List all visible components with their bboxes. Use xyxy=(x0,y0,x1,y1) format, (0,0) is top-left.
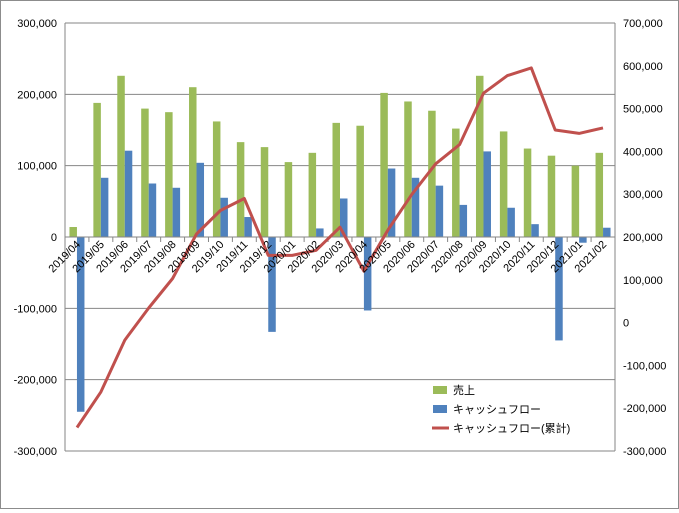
bar-sales xyxy=(165,112,173,237)
left-axis-tick-label: -300,000 xyxy=(14,446,57,458)
right-axis-tick-label: 600,000 xyxy=(623,61,663,73)
legend-label: キャッシュフロー(累計) xyxy=(453,421,570,435)
bar-cashflow xyxy=(124,150,133,237)
bar-sales xyxy=(404,101,412,237)
right-axis-tick-label: 400,000 xyxy=(623,146,663,158)
bar-sales xyxy=(141,108,149,237)
bar-cashflow xyxy=(172,187,181,237)
bar-cashflow xyxy=(148,183,157,237)
right-axis-tick-label: -300,000 xyxy=(623,446,666,458)
left-axis-tick-label: -200,000 xyxy=(14,375,57,387)
bar-sales xyxy=(260,147,269,237)
bar-cashflow xyxy=(579,237,587,243)
bar-sales xyxy=(547,155,556,237)
bar-sales xyxy=(380,92,388,237)
legend-swatch xyxy=(433,386,447,394)
bar-cashflow xyxy=(316,228,324,237)
bar-sales xyxy=(428,110,436,237)
cumulative-line-layer xyxy=(75,66,604,429)
bars xyxy=(69,75,611,412)
legend-label: 売上 xyxy=(453,384,475,397)
bar-sales xyxy=(69,227,77,237)
bar-cashflow xyxy=(220,197,228,237)
right-axis-tick-label: -100,000 xyxy=(623,360,666,372)
bar-sales xyxy=(117,75,125,237)
bar-cashflow xyxy=(603,227,611,237)
bar-sales xyxy=(356,125,364,237)
bar-cashflow xyxy=(196,162,205,237)
bar-cashflow xyxy=(531,224,539,237)
series-line-cumulative-cashflow xyxy=(75,66,604,429)
right-axis-tick-labels: 700,000 600,000 500,000 400,000 300,000 200,0… xyxy=(623,18,666,458)
legend-swatch xyxy=(433,405,447,413)
bar-sales xyxy=(236,142,245,237)
bar-sales xyxy=(571,165,580,237)
bar-sales xyxy=(189,87,197,237)
bar-sales xyxy=(308,152,317,237)
bar-cashflow xyxy=(340,198,348,237)
right-axis-tick-label: 200,000 xyxy=(623,232,663,244)
left-axis-tick-label: 300,000 xyxy=(17,18,57,30)
bar-cashflow xyxy=(483,151,491,237)
bar-cashflow xyxy=(459,204,468,237)
bar-cashflow xyxy=(76,237,85,412)
bar-sales xyxy=(93,102,101,237)
category-labels: 2019/042019/052019/062019/072019/082019/… xyxy=(46,239,609,276)
bar-cashflow xyxy=(435,185,444,237)
bar-cashflow xyxy=(100,177,109,237)
bar-cashflow xyxy=(268,237,276,332)
bar-sales xyxy=(284,162,293,237)
bar-sales xyxy=(332,122,340,237)
left-axis-tick-label: 100,000 xyxy=(17,161,57,173)
bar-cashflow xyxy=(555,237,563,341)
bar-cashflow xyxy=(507,207,515,237)
left-axis-tick-labels: 300,000 200,000 100,000 0 -100,000 -200,000 -3… xyxy=(14,18,57,458)
bar-cashflow xyxy=(363,237,372,311)
bar-sales xyxy=(499,131,508,237)
left-axis-tick-label: -100,000 xyxy=(14,303,57,315)
bar-sales xyxy=(212,121,221,237)
left-axis-tick-label: 200,000 xyxy=(17,89,57,101)
bar-cashflow xyxy=(411,177,420,237)
bar-cashflow xyxy=(244,217,252,237)
axes xyxy=(64,23,616,451)
legend-label: キャッシュフロー xyxy=(453,404,541,416)
right-axis-tick-label: 500,000 xyxy=(623,104,663,116)
bar-sales xyxy=(452,128,460,237)
bar-sales xyxy=(475,75,484,237)
right-axis-tick-label: 700,000 xyxy=(623,18,663,30)
bar-sales xyxy=(523,148,532,237)
bar-cashflow xyxy=(387,168,396,237)
right-axis-tick-label: 300,000 xyxy=(623,189,663,201)
left-axis-tick-label: 0 xyxy=(51,232,57,244)
right-axis-tick-label: -200,000 xyxy=(623,403,666,415)
right-axis-tick-label: 0 xyxy=(623,318,629,330)
bar-sales xyxy=(595,152,604,237)
right-axis-tick-label: 100,000 xyxy=(623,275,663,287)
